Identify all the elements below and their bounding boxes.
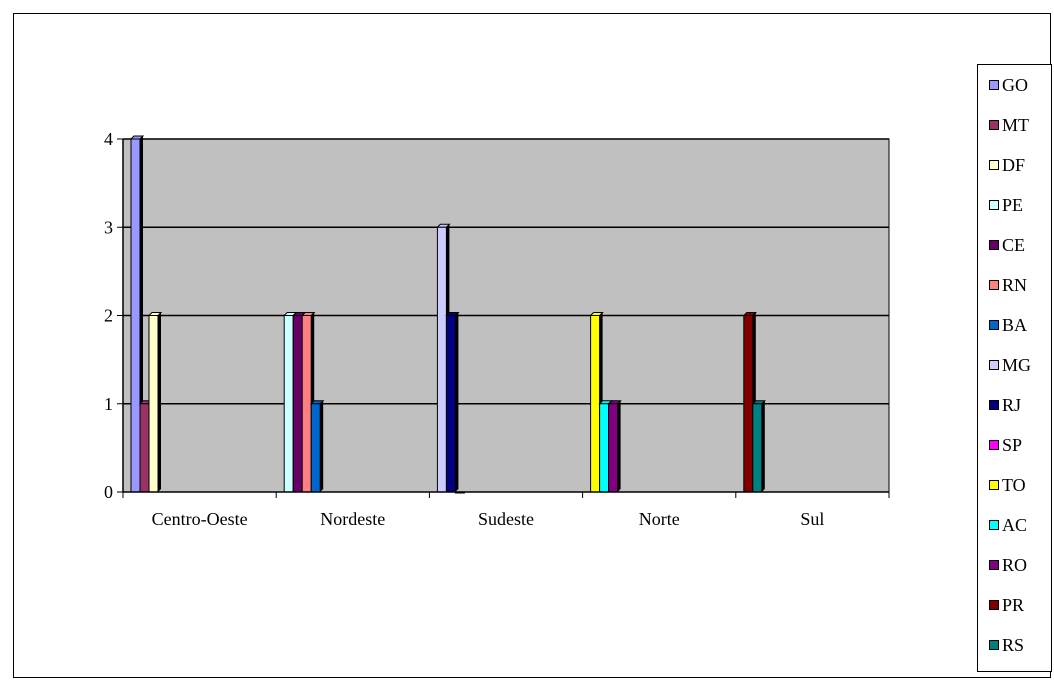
legend-label: BA bbox=[1002, 315, 1028, 335]
legend-item-rn: RN bbox=[989, 273, 1027, 297]
bar-ba bbox=[310, 403, 321, 493]
legend-swatch bbox=[989, 320, 999, 330]
legend-swatch bbox=[989, 360, 999, 370]
legend-swatch bbox=[989, 80, 999, 90]
x-tick-label: Norte bbox=[639, 509, 680, 529]
bar-side-ba bbox=[320, 400, 324, 492]
y-tick-label: 4 bbox=[104, 129, 113, 149]
legend-item-df: DF bbox=[989, 153, 1025, 177]
legend-label: MT bbox=[1002, 115, 1029, 135]
legend-item-pe: PE bbox=[989, 193, 1023, 217]
legend-label: AC bbox=[1002, 515, 1028, 535]
bar-rs bbox=[752, 403, 763, 493]
bar-side-rs bbox=[761, 400, 765, 492]
legend-swatch bbox=[989, 640, 999, 650]
bar-ce bbox=[292, 315, 303, 493]
legend-label: DF bbox=[1002, 155, 1026, 175]
legend-item-rj: RJ bbox=[989, 393, 1021, 417]
y-tick-label: 2 bbox=[104, 306, 113, 326]
x-tick-label: Nordeste bbox=[320, 509, 385, 529]
bar-go bbox=[130, 138, 141, 493]
legend-label: TO bbox=[1002, 475, 1026, 495]
bar-ac bbox=[599, 403, 610, 493]
legend-label: GO bbox=[1002, 75, 1028, 95]
legend-item-ro: RO bbox=[989, 553, 1027, 577]
legend-item-go: GO bbox=[989, 73, 1028, 97]
bar-side-df bbox=[158, 312, 161, 492]
legend-swatch bbox=[989, 600, 999, 610]
legend-swatch bbox=[989, 160, 999, 170]
legend-item-ba: BA bbox=[989, 313, 1027, 337]
legend-item-rs: RS bbox=[989, 633, 1024, 657]
legend-label: PE bbox=[1002, 195, 1024, 215]
bar-rn bbox=[301, 315, 312, 493]
legend-swatch bbox=[989, 400, 999, 410]
legend-swatch bbox=[989, 520, 999, 530]
legend-label: RS bbox=[1002, 635, 1025, 655]
x-tick-label: Sudeste bbox=[478, 509, 534, 529]
legend-item-ac: AC bbox=[989, 513, 1027, 537]
legend-label: MG bbox=[1002, 355, 1032, 375]
legend-label: CE bbox=[1002, 235, 1026, 255]
legend-label: RJ bbox=[1002, 395, 1022, 415]
bar-rj bbox=[445, 315, 456, 493]
legend-swatch bbox=[989, 480, 999, 490]
bar-side-rj bbox=[455, 312, 459, 492]
bar-pr bbox=[743, 315, 754, 493]
bar-to bbox=[590, 315, 601, 493]
legend-item-ce: CE bbox=[989, 233, 1025, 257]
bar-ro bbox=[608, 403, 619, 493]
x-tick-label: Centro-Oeste bbox=[152, 509, 248, 529]
legend-item-pr: PR bbox=[989, 593, 1024, 617]
legend-label: SP bbox=[1002, 435, 1023, 455]
legend-item-mg: MG bbox=[989, 353, 1031, 377]
legend-item-to: TO bbox=[989, 473, 1026, 497]
chart-frame: 0 1 2 3 4 Centro-Oeste Nordeste Sudeste Norte Sul… bbox=[13, 13, 1052, 678]
legend-label: PR bbox=[1002, 595, 1025, 615]
legend-swatch bbox=[989, 280, 999, 290]
y-tick-label: 1 bbox=[104, 394, 113, 414]
bar-df bbox=[148, 315, 159, 493]
x-tick-label: Sul bbox=[800, 509, 824, 529]
legend-label: RO bbox=[1002, 555, 1028, 575]
bar-mt bbox=[139, 403, 150, 493]
y-tick-label: 0 bbox=[104, 482, 113, 502]
legend-swatch bbox=[989, 240, 999, 250]
legend-label: RN bbox=[1002, 275, 1028, 295]
legend-swatch bbox=[989, 200, 999, 210]
bar-chart: 0 1 2 3 4 Centro-Oeste Nordeste Sudeste Norte Sul bbox=[104, 129, 890, 529]
legend-item-sp: SP bbox=[989, 433, 1022, 457]
chart-legend: GO MT DF PE CE RN BA MG RJ SP TO AC RO PR RS bbox=[977, 64, 1052, 672]
bar-side-ro bbox=[617, 400, 621, 492]
bar-mg bbox=[436, 226, 447, 493]
bar-pe bbox=[283, 315, 294, 493]
y-tick-label: 3 bbox=[104, 217, 113, 237]
legend-swatch bbox=[989, 560, 999, 570]
legend-swatch bbox=[989, 120, 999, 130]
legend-item-mt: MT bbox=[989, 113, 1029, 137]
legend-swatch bbox=[989, 440, 999, 450]
